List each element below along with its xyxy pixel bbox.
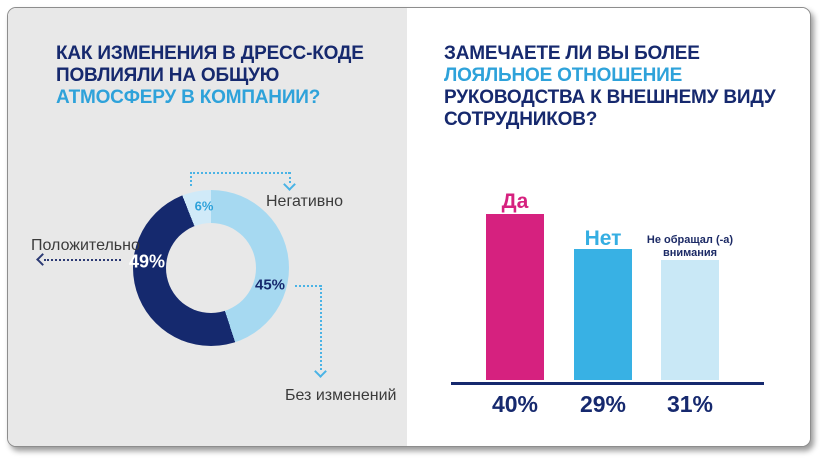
connector-negative-drop (289, 172, 291, 183)
bar-chart-baseline (451, 382, 764, 385)
left-question-title: КАК ИЗМЕНЕНИЯ В ДРЕСС-КОДЕ ПОВЛИЯЛИ НА О… (56, 43, 364, 109)
left-title-line3: АТМОСФЕРУ В КОМПАНИИ? (56, 87, 321, 108)
arrow-left-icon (36, 253, 49, 266)
left-panel: КАК ИЗМЕНЕНИЯ В ДРЕСС-КОДЕ ПОВЛИЯЛИ НА О… (8, 8, 407, 446)
left-title-line2: ПОВЛИЯЛИ НА ОБЩУЮ (56, 65, 280, 86)
connector-positive-line (44, 259, 121, 261)
bar-yes (486, 214, 544, 380)
donut-label-negative: Негативно (266, 193, 343, 210)
bar-label-no: Нет (584, 227, 622, 250)
donut-value-negative: 6% (194, 198, 214, 214)
bar-value-yes: 40% (491, 391, 539, 417)
infographic-card: КАК ИЗМЕНЕНИЯ В ДРЕСС-КОДЕ ПОВЛИЯЛИ НА О… (7, 7, 811, 447)
right-title-line1: ЗАМЕЧАЕТЕ ЛИ ВЫ БОЛЕЕ (444, 43, 700, 64)
donut-value-positive: 49% (128, 251, 166, 272)
bar-label-yes: Да (501, 190, 529, 213)
arrow-down-icon (314, 365, 327, 378)
bar-value-attention: 31% (666, 391, 714, 417)
bar-value-no: 29% (579, 391, 627, 417)
donut-value-no-change: 45% (254, 276, 286, 294)
donut-hole (166, 223, 256, 313)
arrow-down-icon (283, 178, 296, 191)
left-title-line1: КАК ИЗМЕНЕНИЯ В ДРЕСС-КОДЕ (56, 43, 364, 64)
donut-label-positive: Положительно (31, 237, 140, 254)
right-title-line3: РУКОВОДСТВА К ВНЕШНЕМУ ВИДУ (444, 87, 776, 108)
right-title-line4: СОТРУДНИКОВ? (444, 109, 598, 130)
connector-negative-rise (190, 172, 192, 186)
connector-negative-line (190, 172, 290, 174)
donut-chart (133, 190, 289, 346)
connector-no-change-line (295, 285, 321, 287)
donut-label-no-change: Без изменений (285, 387, 397, 404)
bar-no (574, 249, 632, 380)
bar-attention (661, 260, 719, 380)
bar-label-attention: Не обращал (-а) внимания (646, 234, 734, 259)
right-question-title: ЗАМЕЧАЕТЕ ЛИ ВЫ БОЛЕЕ ЛОЯЛЬНОЕ ОТНОШЕНИЕ… (444, 43, 776, 131)
connector-no-change-drop (320, 285, 322, 370)
right-title-line2: ЛОЯЛЬНОЕ ОТНОШЕНИЕ (444, 65, 683, 86)
